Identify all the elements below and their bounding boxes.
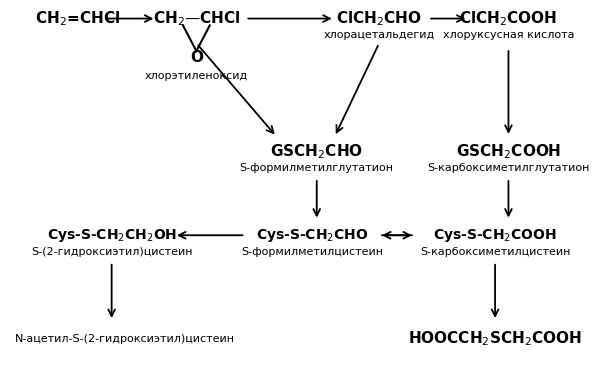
Text: GSCH$_2$CHO: GSCH$_2$CHO — [270, 142, 363, 161]
Text: ClCH$_2$CHO: ClCH$_2$CHO — [336, 9, 422, 28]
Text: хлоруксусная кислота: хлоруксусная кислота — [443, 30, 574, 40]
Text: N-ацетил-S-(2-гидроксиэтил)цистеин: N-ацетил-S-(2-гидроксиэтил)цистеин — [15, 334, 235, 344]
Text: S-формилметилглутатион: S-формилметилглутатион — [240, 163, 394, 173]
Text: O: O — [190, 50, 203, 65]
Text: S-карбоксиметилцистеин: S-карбоксиметилцистеин — [420, 247, 570, 257]
Text: HOOCCH$_2$SCH$_2$COOH: HOOCCH$_2$SCH$_2$COOH — [408, 329, 582, 348]
Text: хлорэтиленоксид: хлорэтиленоксид — [145, 70, 248, 81]
Text: S-(2-гидроксиэтил)цистеин: S-(2-гидроксиэтил)цистеин — [31, 247, 193, 257]
Text: ClCH$_2$COOH: ClCH$_2$COOH — [460, 9, 557, 28]
Text: GSCH$_2$COOH: GSCH$_2$COOH — [456, 142, 561, 161]
Text: CH$_2$—CHCl: CH$_2$—CHCl — [152, 9, 240, 28]
Text: хлорацетальдегид: хлорацетальдегид — [323, 30, 435, 40]
Text: CH$_2$=CHCl: CH$_2$=CHCl — [35, 9, 121, 28]
Text: Cys-S-CH$_2$CH$_2$OH: Cys-S-CH$_2$CH$_2$OH — [47, 227, 177, 244]
Text: Cys-S-CH$_2$CHO: Cys-S-CH$_2$CHO — [256, 227, 368, 244]
Text: Cys-S-CH$_2$COOH: Cys-S-CH$_2$COOH — [433, 227, 557, 244]
Text: S-карбоксиметилглутатион: S-карбоксиметилглутатион — [427, 163, 590, 173]
Text: S-формилметилцистеин: S-формилметилцистеин — [241, 247, 383, 257]
